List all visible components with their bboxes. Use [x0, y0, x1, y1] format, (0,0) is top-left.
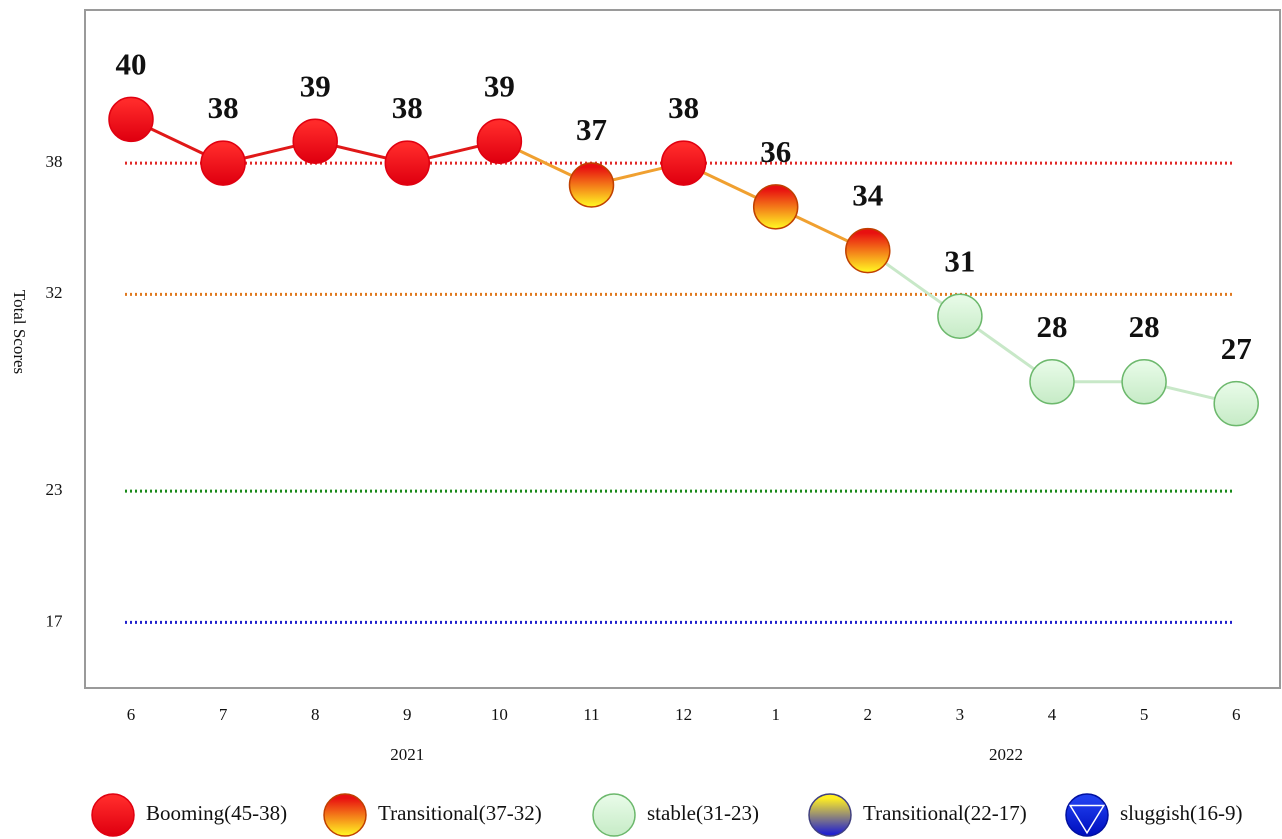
legend-marker — [91, 793, 135, 837]
x-tick-label: 12 — [675, 705, 692, 724]
data-label: 31 — [944, 243, 975, 278]
y-axis-title: Total Scores — [10, 290, 29, 374]
legend-marker — [323, 793, 367, 837]
data-label: 27 — [1221, 331, 1252, 366]
x-tick-label: 7 — [219, 705, 228, 724]
data-label: 38 — [208, 90, 239, 125]
legend-label: sluggish(16-9) — [1120, 801, 1243, 825]
legend-marker — [592, 793, 636, 837]
data-point — [292, 118, 338, 164]
data-point — [384, 140, 431, 186]
data-label: 36 — [760, 134, 791, 169]
x-tick-label: 11 — [583, 705, 599, 724]
data-point — [937, 293, 983, 339]
data-point — [1213, 380, 1259, 427]
x-tick-label: 8 — [311, 705, 320, 724]
data-label: 28 — [1037, 309, 1068, 344]
year-label: 2021 — [390, 745, 424, 764]
y-tick-label: 38 — [46, 152, 63, 171]
x-tick-label: 1 — [771, 705, 780, 724]
legend-marker — [1065, 793, 1109, 837]
y-tick-label: 32 — [46, 283, 63, 302]
data-label: 37 — [576, 112, 607, 147]
x-tick-label: 2 — [864, 705, 873, 724]
legend-marker-symbol — [1068, 804, 1106, 835]
y-tick-label: 17 — [46, 611, 64, 630]
x-tick-label: 5 — [1140, 705, 1149, 724]
data-label: 38 — [668, 90, 699, 125]
x-tick-label: 9 — [403, 705, 412, 724]
data-point — [476, 118, 523, 164]
data-point — [1121, 359, 1167, 405]
legend-label: Transitional(37-32) — [378, 801, 542, 825]
data-point — [752, 184, 799, 230]
data-point — [200, 140, 246, 186]
plot-area — [84, 9, 1281, 689]
data-point — [568, 162, 615, 208]
x-tick-label: 4 — [1048, 705, 1057, 724]
data-label: 34 — [852, 178, 883, 213]
legend-label: stable(31-23) — [647, 801, 759, 825]
data-label: 39 — [300, 68, 331, 103]
data-point — [108, 96, 154, 143]
x-tick-label: 10 — [491, 705, 508, 724]
data-point — [845, 227, 891, 274]
legend-label: Transitional(22-17) — [863, 801, 1027, 825]
x-tick-label: 6 — [127, 705, 136, 724]
y-tick-label: 23 — [46, 480, 63, 499]
year-label: 2022 — [989, 745, 1023, 764]
data-point — [1029, 359, 1075, 405]
data-label: 40 — [116, 46, 147, 81]
data-label: 39 — [484, 68, 515, 103]
data-label: 28 — [1129, 309, 1160, 344]
data-point — [660, 140, 707, 186]
legend-marker — [808, 793, 852, 837]
x-tick-label: 3 — [956, 705, 965, 724]
legend-label: Booming(45-38) — [146, 801, 287, 825]
data-label: 38 — [392, 90, 423, 125]
x-tick-label: 6 — [1232, 705, 1241, 724]
